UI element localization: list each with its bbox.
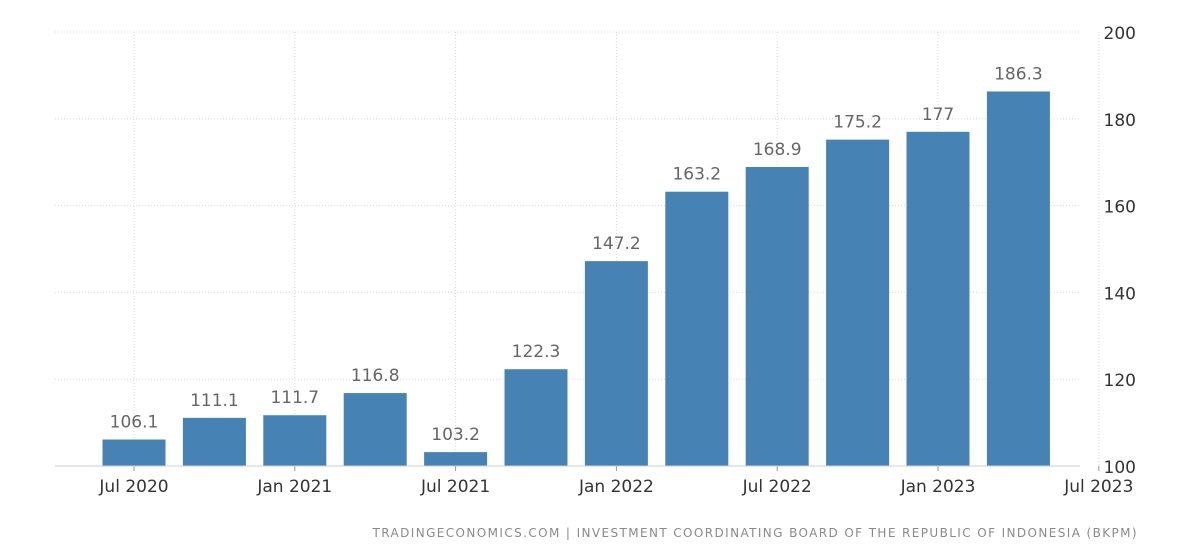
y-tick-label: 180 xyxy=(1104,111,1136,131)
y-tick-label: 200 xyxy=(1104,24,1136,44)
bar xyxy=(102,439,166,466)
value-labels: 106.1 111.1 111.7 116.8 103.2 122.3 147.2 163.2… xyxy=(110,64,1043,445)
x-tick-label: Jul 2021 xyxy=(420,477,490,497)
value-label: 122.3 xyxy=(512,342,561,362)
x-tick-label: Jan 2022 xyxy=(578,477,654,497)
bar xyxy=(826,139,890,466)
source-credit: TRADINGECONOMICS.COM | INVESTMENT COORDI… xyxy=(372,526,1138,540)
bar xyxy=(745,166,809,466)
x-tick-label: Jul 2022 xyxy=(742,477,812,497)
bar xyxy=(504,369,568,466)
value-label: 103.2 xyxy=(431,425,480,445)
bar xyxy=(424,452,488,466)
bar xyxy=(584,261,648,466)
bar xyxy=(665,191,729,466)
x-tick-label: Jan 2021 xyxy=(256,477,332,497)
value-label: 116.8 xyxy=(351,366,400,386)
value-label: 106.1 xyxy=(110,413,159,433)
value-label: 147.2 xyxy=(592,234,641,254)
y-tick-label: 160 xyxy=(1104,198,1136,218)
bar xyxy=(906,131,970,466)
bars xyxy=(102,91,1050,466)
y-axis: 100 120 140 160 180 200 xyxy=(1104,24,1136,478)
x-tick-label: Jul 2023 xyxy=(1063,477,1133,497)
value-label: 111.7 xyxy=(270,388,319,408)
x-tick-label: Jan 2023 xyxy=(900,477,976,497)
x-axis: Jul 2020 Jan 2021 Jul 2021 Jan 2022 Jul 2022… xyxy=(55,465,1133,497)
bar xyxy=(263,415,327,466)
value-label: 168.9 xyxy=(753,140,802,160)
value-label: 177 xyxy=(922,105,954,125)
y-tick-label: 140 xyxy=(1104,284,1136,304)
value-label: 175.2 xyxy=(833,113,882,133)
y-tick-label: 120 xyxy=(1104,371,1136,391)
bar xyxy=(986,91,1050,466)
bar xyxy=(343,393,407,466)
value-label: 163.2 xyxy=(672,165,721,185)
value-label: 186.3 xyxy=(994,64,1043,84)
y-tick-label: 100 xyxy=(1104,458,1136,478)
value-label: 111.1 xyxy=(190,391,239,411)
bar xyxy=(182,417,246,466)
x-tick-label: Jul 2020 xyxy=(98,477,168,497)
